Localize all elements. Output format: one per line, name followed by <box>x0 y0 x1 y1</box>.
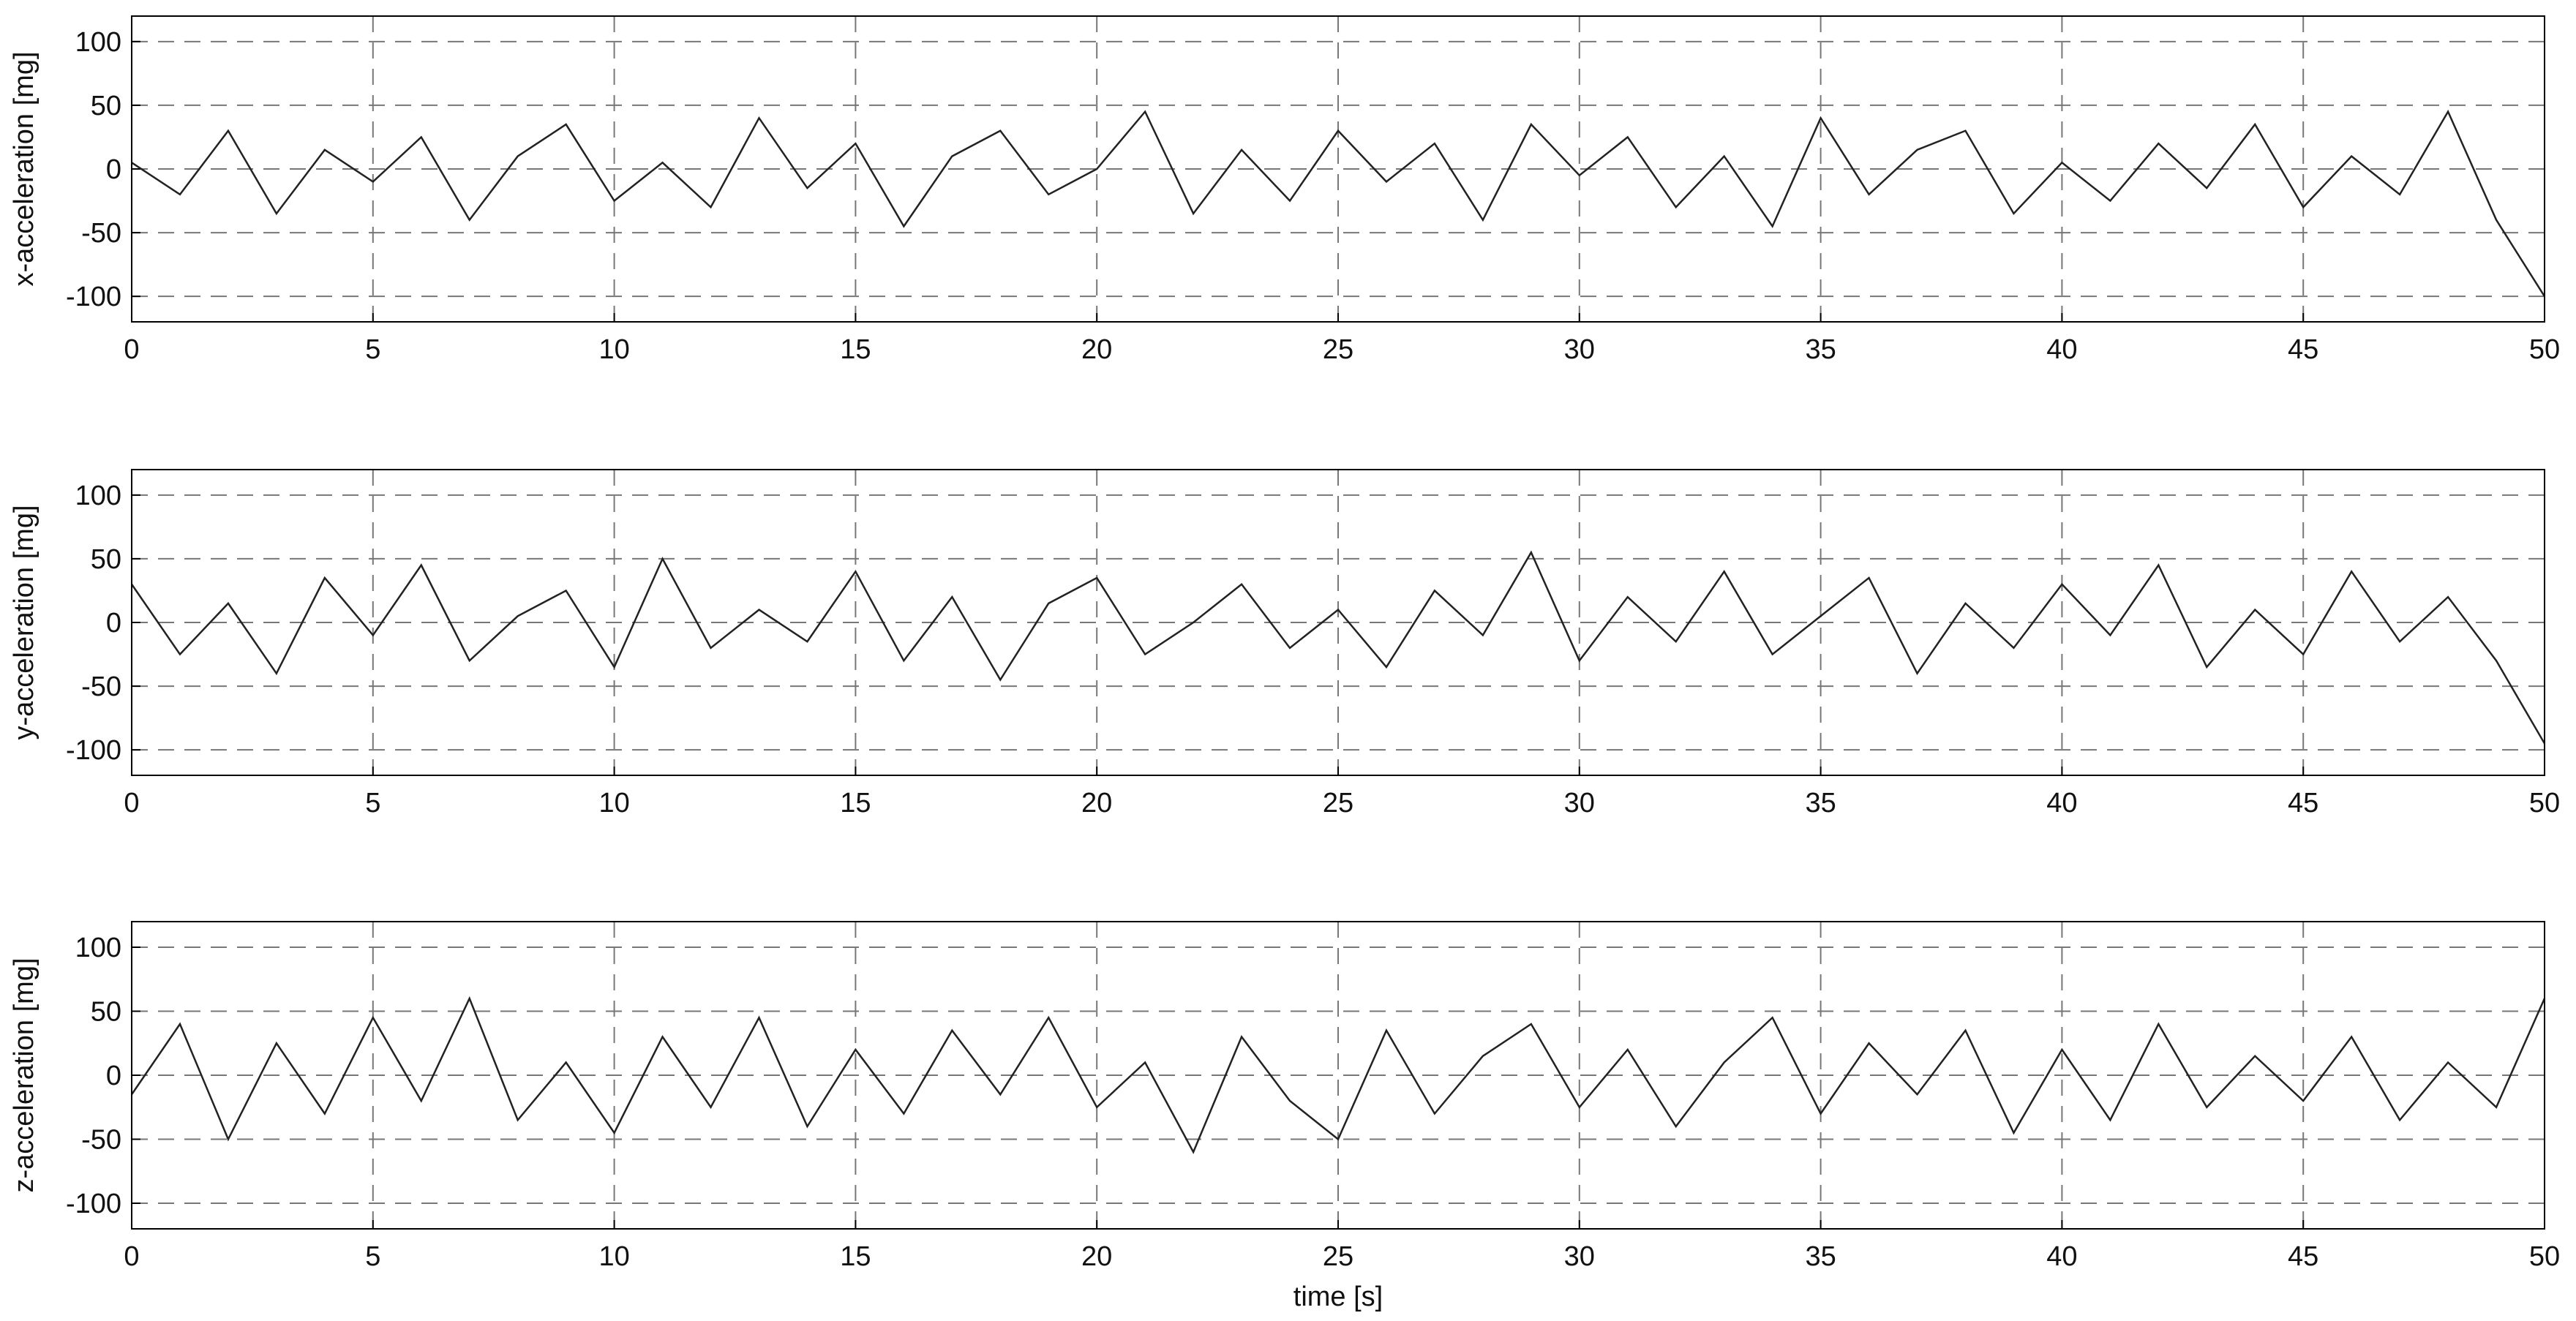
y-tick-label: -50 <box>81 218 121 249</box>
y-tick-label: -100 <box>66 1189 121 1219</box>
x-tick-label: 50 <box>2529 788 2560 818</box>
y-tick-label: 100 <box>75 481 121 511</box>
x-axis-label: time [s] <box>1293 1282 1383 1312</box>
plot-frame <box>131 15 2545 323</box>
y-axis-label: z-acceleration [mg] <box>9 957 40 1192</box>
y-tick-label: -50 <box>81 1125 121 1156</box>
x-tick-label: 0 <box>124 334 139 365</box>
y-tick-label: -50 <box>81 671 121 702</box>
y-tick-label: 50 <box>91 91 121 121</box>
x-tick-label: 45 <box>2288 788 2318 818</box>
plot-frame <box>131 921 2545 1230</box>
x-tick-label: 20 <box>1081 1241 1112 1272</box>
y-axis-label: x-acceleration [mg] <box>9 51 40 286</box>
x-tick-label: 30 <box>1564 1241 1595 1272</box>
y-tick-label: -100 <box>66 735 121 766</box>
x-tick-label: 50 <box>2529 334 2560 365</box>
x-tick-label: 20 <box>1081 334 1112 365</box>
x-tick-label: 45 <box>2288 1241 2318 1272</box>
x-tick-label: 35 <box>1805 334 1836 365</box>
x-tick-label: 25 <box>1323 1241 1353 1272</box>
x-tick-label: 45 <box>2288 334 2318 365</box>
x-tick-label: 5 <box>365 1241 380 1272</box>
x-tick-label: 30 <box>1564 334 1595 365</box>
x-tick-label: 0 <box>124 1241 139 1272</box>
x-tick-label: 35 <box>1805 1241 1836 1272</box>
x-tick-label: 25 <box>1323 788 1353 818</box>
x-tick-label: 15 <box>840 1241 871 1272</box>
x-tick-label: 40 <box>2046 334 2077 365</box>
y-tick-label: 50 <box>91 997 121 1028</box>
y-tick-label: -100 <box>66 282 121 312</box>
x-tick-label: 40 <box>2046 788 2077 818</box>
y-tick-label: 50 <box>91 544 121 575</box>
x-tick-label: 35 <box>1805 788 1836 818</box>
x-tick-label: 15 <box>840 788 871 818</box>
x-tick-label: 50 <box>2529 1241 2560 1272</box>
y-tick-label: 100 <box>75 27 121 58</box>
x-tick-label: 25 <box>1323 334 1353 365</box>
plot-frame <box>131 469 2545 776</box>
signal-line <box>130 550 2546 745</box>
signal-line <box>130 996 2546 1154</box>
y-tick-label: 100 <box>75 933 121 963</box>
signal-line <box>131 109 2546 297</box>
y-tick-label: 0 <box>106 154 121 185</box>
y-tick-label: 0 <box>106 608 121 639</box>
x-tick-label: 30 <box>1564 788 1595 818</box>
x-tick-label: 10 <box>598 334 629 365</box>
x-tick-label: 5 <box>365 788 380 818</box>
x-tick-label: 10 <box>598 1241 629 1272</box>
y-tick-label: 0 <box>106 1061 121 1091</box>
x-tick-label: 20 <box>1081 788 1112 818</box>
x-tick-label: 0 <box>124 788 139 818</box>
x-tick-label: 15 <box>840 334 871 365</box>
x-tick-label: 10 <box>598 788 629 818</box>
y-axis-label: y-acceleration [mg] <box>9 505 40 739</box>
x-tick-label: 5 <box>365 334 380 365</box>
x-tick-label: 40 <box>2046 1241 2077 1272</box>
